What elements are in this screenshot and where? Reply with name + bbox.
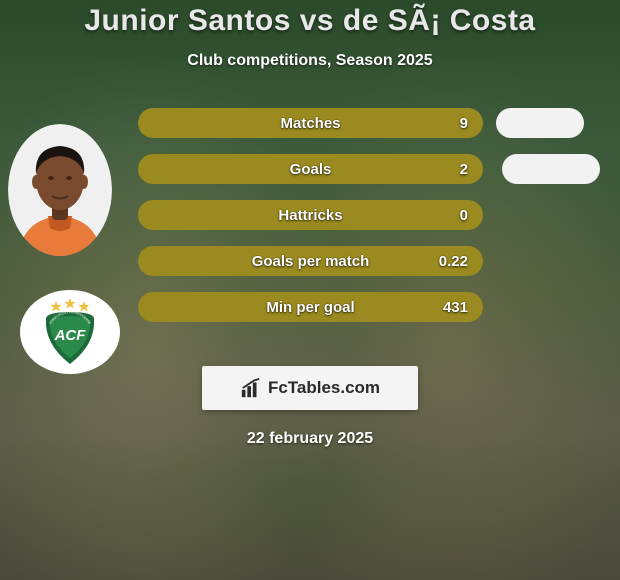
date-text: 22 february 2025 <box>0 430 620 448</box>
stat-row: Goals per match0.22 <box>0 246 620 292</box>
right-pill <box>502 154 600 184</box>
page-title: Junior Santos vs de SÃ¡ Costa <box>0 4 620 38</box>
stat-value-left: 2 <box>400 154 480 184</box>
stat-row: Hattricks0 <box>0 200 620 246</box>
right-pill <box>496 108 584 138</box>
stat-value-left: 0 <box>400 200 480 230</box>
logo-text: FcTables.com <box>268 378 380 398</box>
content-area: Junior Santos vs de SÃ¡ Costa Club compe… <box>0 0 620 580</box>
stats-area: Matches9Goals2Hattricks0Goals per match0… <box>0 108 620 338</box>
stat-value-left: 9 <box>400 108 480 138</box>
fctables-logo: FcTables.com <box>202 366 418 410</box>
stat-value-left: 0.22 <box>400 246 480 276</box>
stat-row: Goals2 <box>0 154 620 200</box>
stat-value-left: 431 <box>400 292 480 322</box>
stat-row: Min per goal431 <box>0 292 620 338</box>
subtitle: Club competitions, Season 2025 <box>0 52 620 70</box>
stat-row: Matches9 <box>0 108 620 154</box>
bar-chart-icon <box>240 377 262 399</box>
